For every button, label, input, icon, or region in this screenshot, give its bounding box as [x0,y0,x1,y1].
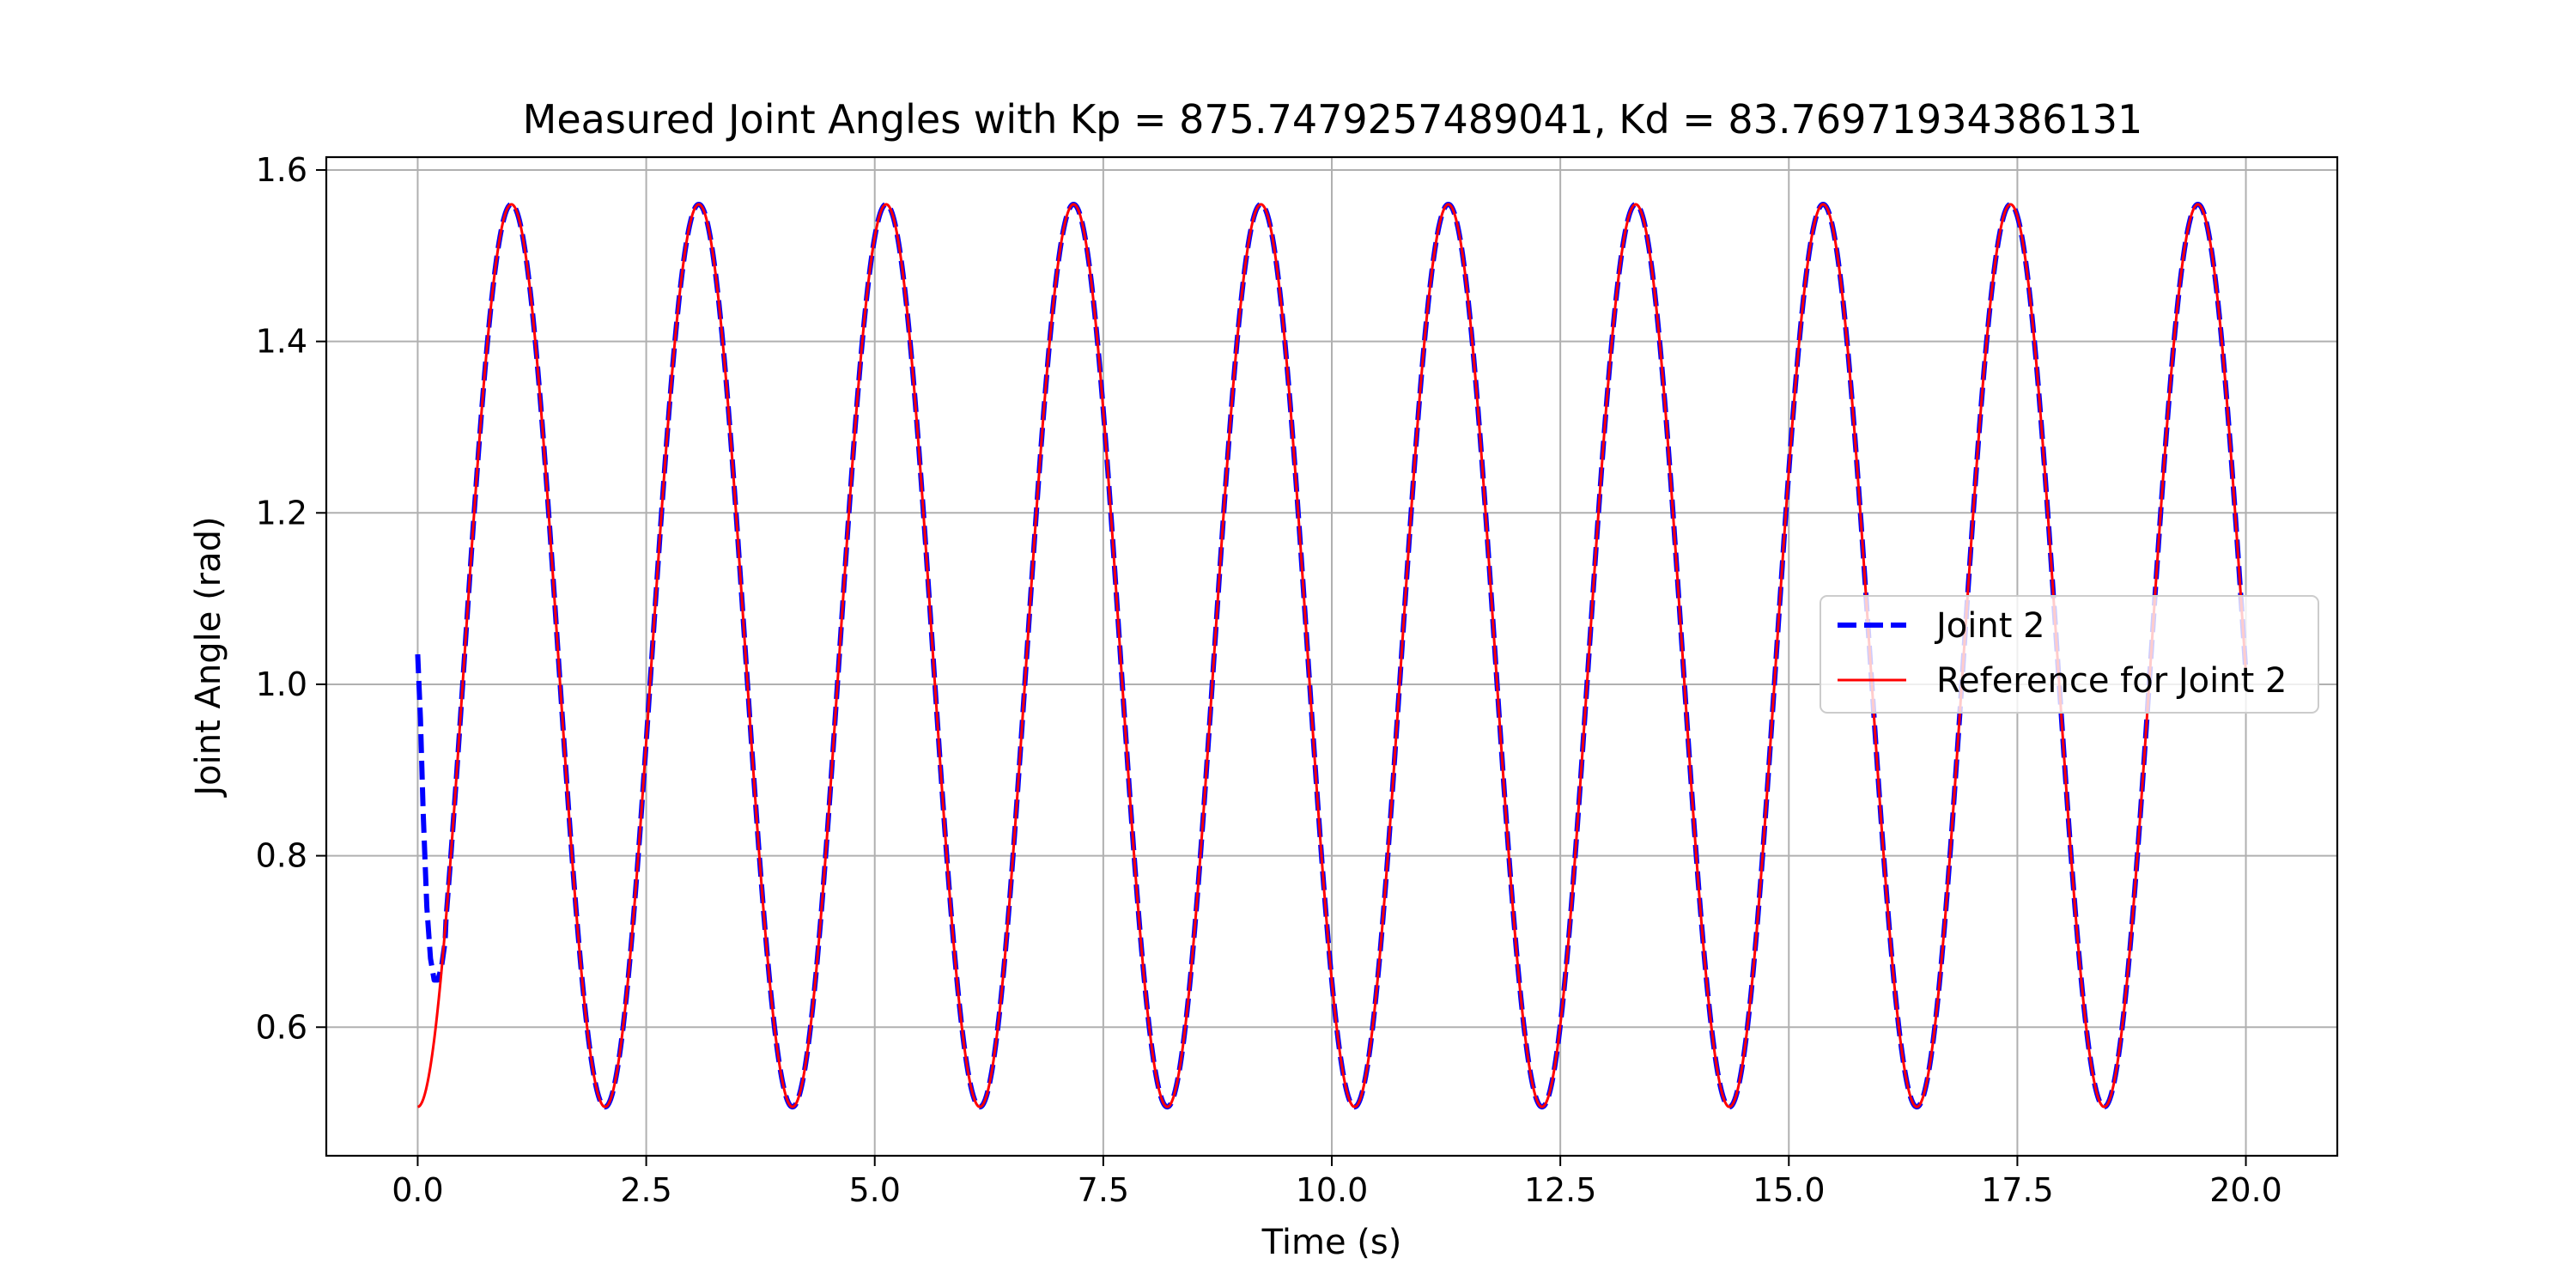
x-tick-label: 2.5 [620,1171,671,1209]
y-tick-label: 1.6 [256,151,307,189]
x-axis-label: Time (s) [1261,1223,1402,1262]
series-line-reference-joint-2 [417,203,2248,1109]
y-tick-label: 1.2 [256,494,307,532]
x-axis-ticks: 0.0 2.5 5.0 7.5 10.0 12.5 15.0 17.5 20.0 [392,1156,2282,1209]
legend-box [1820,595,2319,714]
series-layer [415,201,2249,1110]
x-tick-label: 17.5 [1981,1171,2054,1209]
y-axis-ticks: 0.6 0.8 1.0 1.2 1.4 1.6 [256,151,326,1046]
y-tick-label: 0.6 [256,1008,307,1046]
x-tick-label: 0.0 [392,1171,443,1209]
y-tick-label: 0.8 [256,837,307,875]
x-tick-label: 10.0 [1296,1171,1369,1209]
legend-label-joint-2: Joint 2 [1934,606,2045,646]
legend-label-reference-joint-2: Reference for Joint 2 [1936,661,2287,701]
x-tick-label: 12.5 [1524,1171,1597,1209]
x-tick-label: 20.0 [2209,1171,2282,1209]
x-tick-label: 5.0 [849,1171,901,1209]
y-tick-label: 1.4 [256,323,307,361]
chart-title: Measured Joint Angles with Kp = 875.7479… [523,96,2143,143]
x-tick-label: 7.5 [1078,1171,1129,1209]
y-axis-label: Joint Angle (rad) [189,516,228,798]
legend: Joint 2 Reference for Joint 2 [1820,595,2319,714]
x-tick-label: 15.0 [1753,1171,1826,1209]
y-tick-label: 1.0 [256,665,307,703]
grid-lines [326,157,2337,1156]
